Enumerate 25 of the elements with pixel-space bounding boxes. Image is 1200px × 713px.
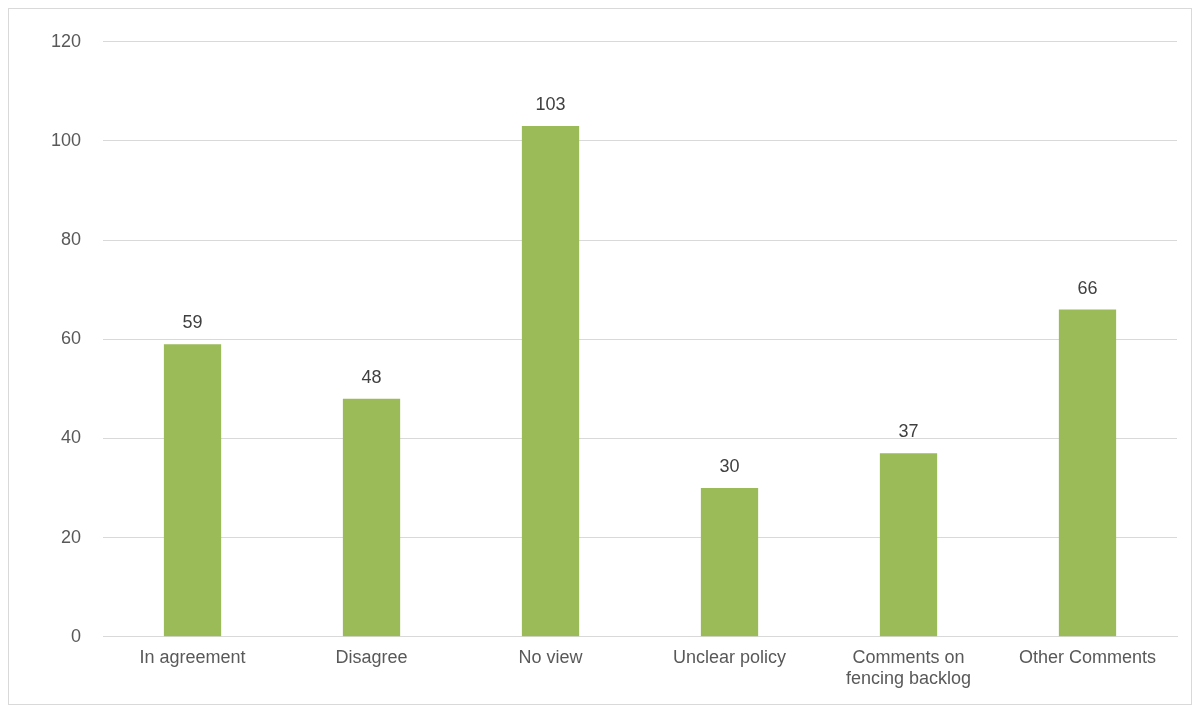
data-label: 59	[182, 312, 203, 333]
x-tick-label: Other Comments	[1018, 646, 1157, 667]
bar	[700, 488, 759, 637]
x-tick-label: Unclear policy	[672, 646, 787, 667]
x-tick-label: Disagree	[335, 646, 408, 667]
y-tick-label: 120	[50, 30, 82, 51]
y-tick-label: 80	[61, 229, 82, 250]
x-tick-label: No view	[518, 646, 584, 667]
bar	[521, 126, 580, 637]
y-tick-label: 20	[61, 526, 82, 547]
x-tick-label: In agreement	[139, 646, 246, 667]
bar	[163, 344, 222, 637]
bar	[342, 398, 401, 637]
bar	[879, 453, 938, 637]
data-label: 66	[1077, 277, 1098, 298]
x-tick-label: Comments on fencing backlog	[845, 646, 972, 689]
data-label: 30	[719, 456, 740, 477]
bar	[1058, 309, 1117, 637]
y-tick-label: 60	[61, 328, 82, 349]
data-label: 48	[361, 366, 382, 387]
data-label: 103	[535, 94, 566, 115]
y-tick-label: 0	[71, 625, 82, 646]
y-tick-label: 40	[61, 427, 82, 448]
y-tick-label: 100	[50, 129, 82, 150]
data-label: 37	[898, 421, 919, 442]
